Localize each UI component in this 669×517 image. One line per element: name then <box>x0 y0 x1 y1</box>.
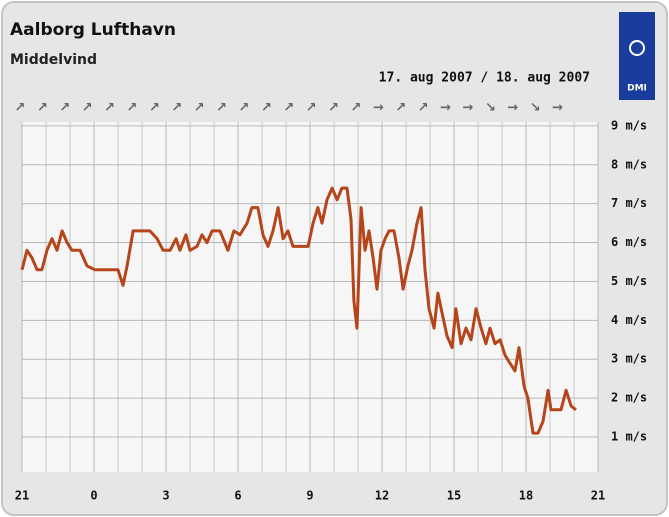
direction-arrow: ↗ <box>171 101 182 116</box>
y-tick-label: 9 m/s <box>611 118 647 132</box>
y-tick-label: 7 m/s <box>611 196 647 210</box>
logo-icon <box>629 40 645 56</box>
direction-arrow: ↗ <box>395 101 406 116</box>
direction-arrow: ↗ <box>216 101 227 116</box>
x-tick-label: 9 <box>306 489 313 503</box>
direction-arrow: → <box>552 101 563 116</box>
data-line <box>20 186 577 435</box>
direction-arrow: ↘ <box>530 101 541 116</box>
date-label: 17. aug 2007 / 18. aug 2007 <box>379 71 590 86</box>
marks <box>20 186 577 435</box>
y-tick-label: 2 m/s <box>611 391 647 405</box>
direction-arrow: ↗ <box>194 101 205 116</box>
direction-arrow: ↗ <box>351 101 362 116</box>
y-tick-label: 1 m/s <box>611 430 647 444</box>
x-tick-label: 0 <box>90 489 97 503</box>
direction-arrow: ↗ <box>261 101 272 116</box>
direction-arrow: ↗ <box>37 101 48 116</box>
labels: 21 0 3 6 9 12 15 18 21 1 m/s 2 m/s 3 m/s 4 m/s 5 m/s 6… <box>15 101 648 503</box>
x-tick-label: 3 <box>162 489 169 503</box>
direction-arrow: → <box>463 101 474 116</box>
direction-arrow: ↗ <box>82 101 93 116</box>
chart-title: Aalborg Lufthavn <box>10 20 176 40</box>
y-tick-label: 6 m/s <box>611 235 647 249</box>
direction-arrow: ↗ <box>149 101 160 116</box>
logo: DMI <box>619 12 655 100</box>
direction-arrow: ↘ <box>485 101 496 116</box>
direction-arrow: ↗ <box>104 101 115 116</box>
direction-arrow: → <box>373 101 384 116</box>
direction-arrow: → <box>507 101 518 116</box>
direction-arrow: ↗ <box>15 101 26 116</box>
direction-arrow: ↗ <box>127 101 138 116</box>
direction-arrow: ↗ <box>418 101 429 116</box>
x-tick-label: 6 <box>234 489 241 503</box>
x-tick-label: 18 <box>519 489 533 503</box>
direction-arrow: ↗ <box>306 101 317 116</box>
y-tick-label: 5 m/s <box>611 274 647 288</box>
logo-text: DMI <box>627 84 647 94</box>
x-tick-label: 12 <box>375 489 389 503</box>
x-tick-label: 21 <box>591 489 605 503</box>
direction-arrow: ↗ <box>283 101 294 116</box>
direction-arrow: ↗ <box>239 101 250 116</box>
grid <box>21 122 599 472</box>
y-tick-label: 3 m/s <box>611 352 647 366</box>
direction-arrow: ↗ <box>328 101 339 116</box>
x-tick-label: 15 <box>447 489 461 503</box>
chart-subtitle: Middelvind <box>10 52 97 68</box>
y-tick-label: 8 m/s <box>611 157 647 171</box>
y-tick-label: 4 m/s <box>611 313 647 327</box>
direction-arrow: ↗ <box>59 101 70 116</box>
x-tick-label: 21 <box>15 489 29 503</box>
direction-arrow: → <box>440 101 451 116</box>
